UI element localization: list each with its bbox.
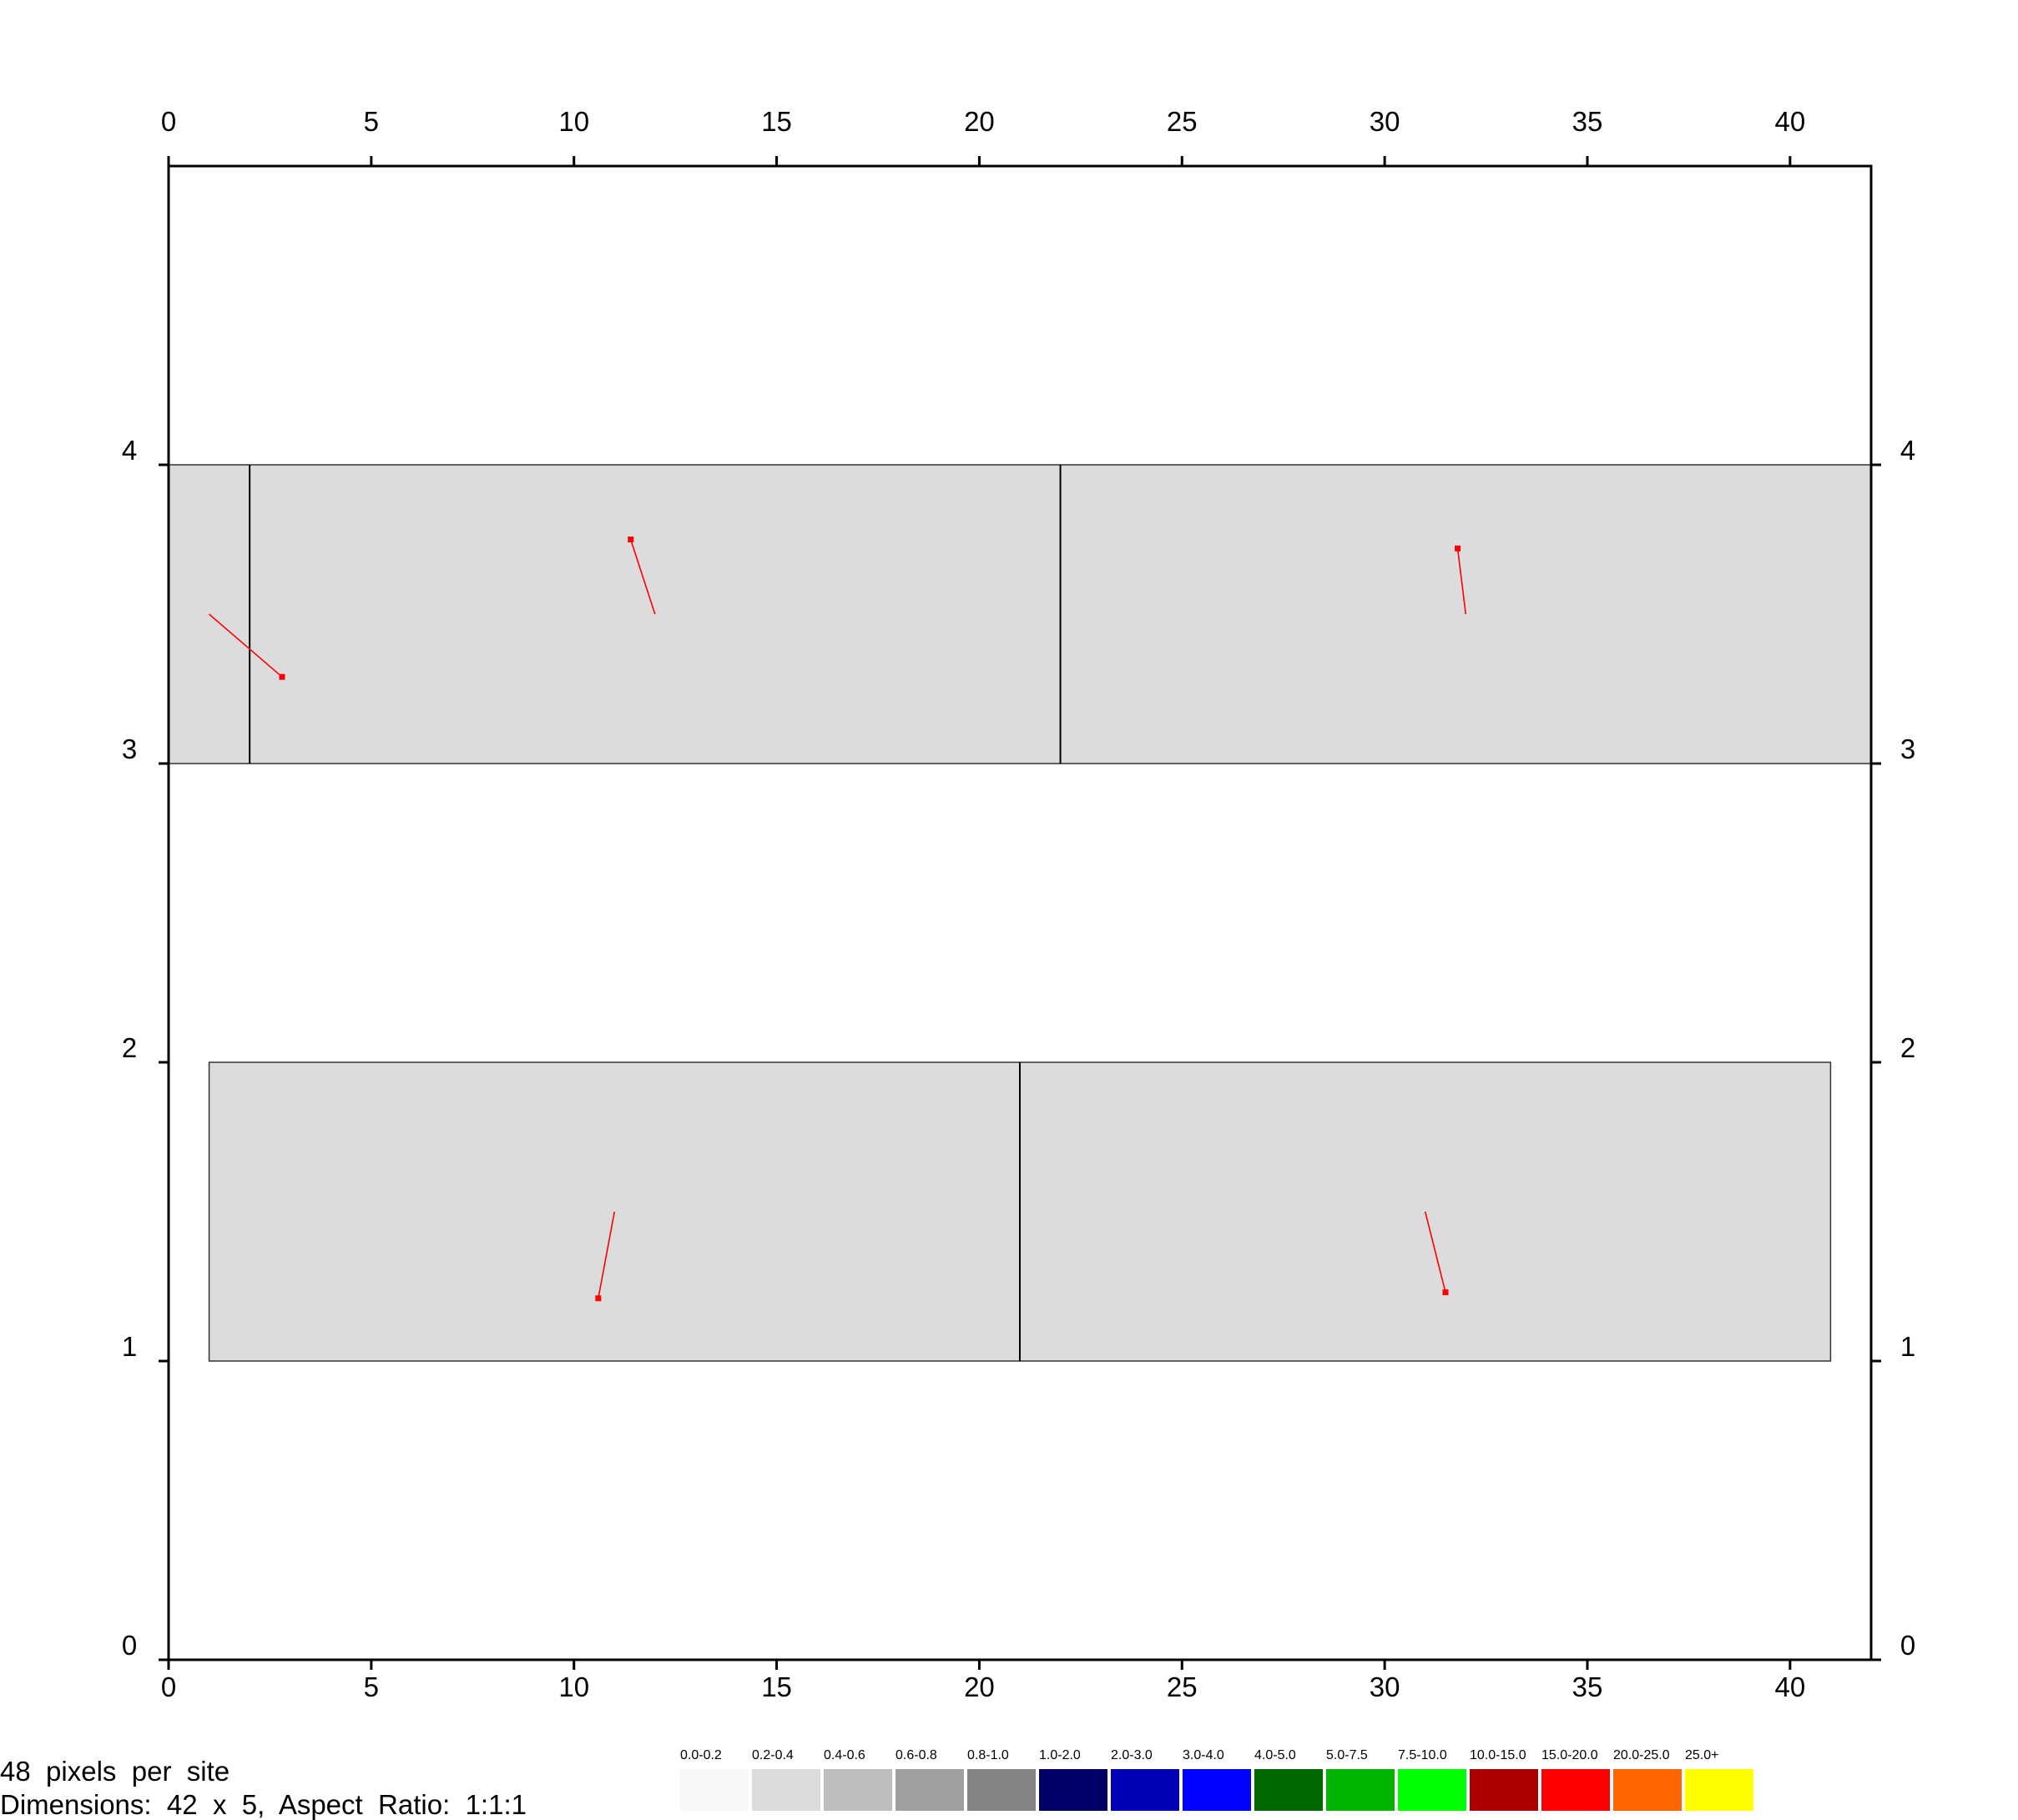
legend-swatch [1326,1769,1395,1811]
y-tick-label-right: 0 [1900,1630,1915,1661]
vector-line-1 [629,539,656,615]
vector-head-4 [1442,1289,1449,1296]
pixels-per-site-text: 48 pixels per site [0,1756,230,1787]
legend-label: 5.0-7.5 [1326,1748,1368,1762]
x-tick-label-top: 35 [1572,106,1603,137]
vector-head-0 [279,673,285,680]
blocks-layer [168,464,1872,1362]
legend-swatch [1470,1769,1538,1811]
vector-head-3 [595,1295,602,1302]
legend-swatch [1039,1769,1107,1811]
legend-swatch [1254,1769,1323,1811]
x-tick-label-bottom: 25 [1167,1671,1198,1702]
legend-swatch [824,1769,892,1811]
x-tick-label-bottom: 30 [1370,1671,1400,1702]
legend-label: 0.8-1.0 [967,1748,1009,1762]
y-tick-label-right: 4 [1900,435,1915,466]
vectors-layer [209,537,1467,1302]
legend-label: 0.2-0.4 [752,1748,794,1762]
x-tick-label-bottom: 15 [761,1671,792,1702]
y-tick-label-right: 1 [1900,1331,1915,1362]
x-tick-label-top: 0 [161,106,176,137]
x-tick-label-top: 5 [364,106,379,137]
legend-label: 1.0-2.0 [1039,1748,1081,1762]
vector-line-0 [209,613,283,678]
x-tick-label-bottom: 10 [558,1671,589,1702]
site-block-0 [168,464,1872,764]
x-tick-label-bottom: 5 [364,1671,379,1702]
vector-line-2 [1456,548,1467,615]
y-tick-label-left: 1 [122,1331,137,1362]
legend-label: 10.0-15.0 [1470,1748,1526,1762]
legend-swatch [1398,1769,1466,1811]
x-tick-label-top: 15 [761,106,792,137]
legend-label: 20.0-25.0 [1613,1748,1670,1762]
legend-swatch [895,1769,964,1811]
color-legend: 0.0-0.2 0.2-0.4 0.4-0.6 0.6-0.8 0.8-1.0 1.0-2… [680,1748,1753,1811]
y-tick-label-right: 2 [1900,1032,1915,1063]
y-tick-label-left: 0 [122,1630,137,1661]
dimensions-text: Dimensions: 42 x 5, Aspect Ratio: 1:1:1 [0,1789,527,1820]
legend-label: 7.5-10.0 [1398,1748,1447,1762]
legend-label: 2.0-3.0 [1111,1748,1153,1762]
x-tick-label-top: 25 [1167,106,1198,137]
vector-line-3 [598,1211,616,1298]
legend-swatch [1183,1769,1251,1811]
legend-label: 15.0-20.0 [1541,1748,1598,1762]
legend-swatch [1685,1769,1753,1811]
legend-label: 25.0+ [1685,1748,1718,1762]
vector-head-2 [1455,545,1461,552]
vector-line-4 [1424,1211,1446,1293]
plot-frame [167,164,1873,1661]
legend-label: 0.4-0.6 [824,1748,865,1762]
y-tick-label-left: 4 [122,435,137,466]
legend-swatch [967,1769,1036,1811]
legend-swatch [1613,1769,1682,1811]
legend-label: 4.0-5.0 [1254,1748,1296,1762]
y-tick-label-left: 3 [122,734,137,764]
x-tick-label-bottom: 40 [1774,1671,1805,1702]
x-tick-label-bottom: 35 [1572,1671,1603,1702]
x-tick-label-bottom: 20 [964,1671,995,1702]
legend-swatch [752,1769,820,1811]
x-tick-label-bottom: 0 [161,1671,176,1702]
legend-swatch [680,1769,749,1811]
legend-swatch [1111,1769,1179,1811]
x-tick-label-top: 10 [558,106,589,137]
legend-swatch [1541,1769,1610,1811]
y-tick-label-right: 3 [1900,734,1915,764]
legend-label: 3.0-4.0 [1183,1748,1224,1762]
legend-label: 0.0-0.2 [680,1748,722,1762]
x-tick-label-top: 20 [964,106,995,137]
y-tick-label-left: 2 [122,1032,137,1063]
x-tick-label-top: 30 [1370,106,1400,137]
legend-label: 0.6-0.8 [895,1748,937,1762]
x-tick-label-top: 40 [1774,106,1805,137]
vector-head-1 [628,537,634,542]
